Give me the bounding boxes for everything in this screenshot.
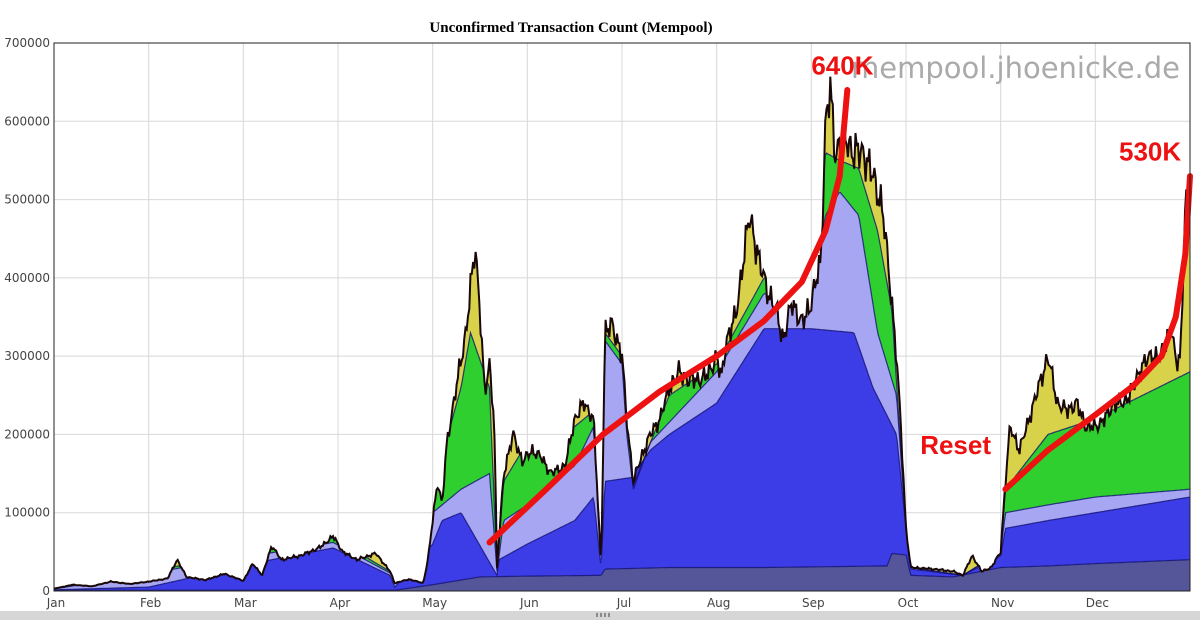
y-tick-label: 100000 bbox=[4, 506, 50, 520]
x-tick-label: Feb bbox=[140, 596, 161, 610]
x-tick-label: Mar bbox=[234, 596, 257, 610]
x-tick-label: May bbox=[422, 596, 447, 610]
scrollbar-grip-icon[interactable] bbox=[596, 613, 610, 617]
x-tick-label: Aug bbox=[707, 596, 730, 610]
x-tick-label: Jun bbox=[519, 596, 539, 610]
x-tick-label: Jan bbox=[46, 596, 66, 610]
chart-title: Unconfirmed Transaction Count (Mempool) bbox=[429, 20, 712, 36]
x-tick-label: Sep bbox=[802, 596, 825, 610]
x-axis: Jan Feb Mar Apr May Jun Jul Aug Sep Oct Nov Dec bbox=[46, 596, 1109, 610]
x-tick-label: Oct bbox=[898, 596, 919, 610]
watermark: mempool.jhoenicke.de bbox=[851, 51, 1180, 85]
x-tick-label: Nov bbox=[991, 596, 1014, 610]
y-tick-label: 300000 bbox=[4, 349, 50, 363]
annotation-label: 530K bbox=[1119, 136, 1181, 166]
y-tick-label: 600000 bbox=[4, 114, 50, 128]
x-tick-label: Dec bbox=[1086, 596, 1109, 610]
y-tick-label: 500000 bbox=[4, 193, 50, 207]
annotation-label: 640K bbox=[811, 50, 873, 80]
annotation-label: Reset bbox=[920, 430, 991, 460]
scrollbar[interactable] bbox=[0, 611, 1200, 620]
y-tick-label: 200000 bbox=[4, 427, 50, 441]
x-tick-label: Apr bbox=[330, 596, 351, 610]
x-tick-label: Jul bbox=[616, 596, 631, 610]
y-tick-label: 0 bbox=[42, 584, 50, 598]
y-tick-label: 700000 bbox=[4, 36, 50, 50]
y-axis: 0 100000 200000 300000 400000 500000 600000 700… bbox=[4, 36, 50, 598]
y-tick-label: 400000 bbox=[4, 271, 50, 285]
